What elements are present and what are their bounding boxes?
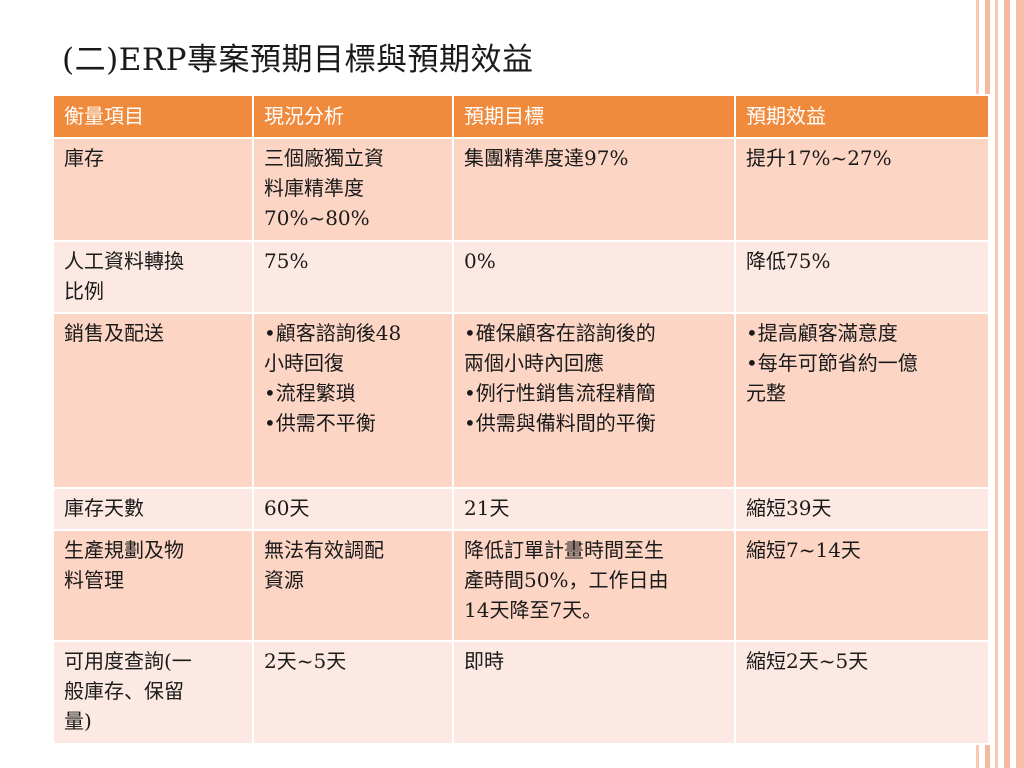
cell-text: 可用度查詢(一 般庫存、保留 量) xyxy=(64,649,192,733)
cell-current: 三個廠獨立資 料庫精準度 70%~80% xyxy=(252,137,454,242)
cell-item: 人工資料轉換 比例 xyxy=(52,240,254,314)
header-measure-item: 衡量項目 xyxy=(52,94,254,139)
table-row: 銷售及配送 •顧客諮詢後48 小時回復 •流程繁瑣 •供需不平衡 •確保顧客在諮… xyxy=(52,312,990,489)
cell-text: 降低訂單計畫時間至生 產時間50%，工作日由 14天降至7天。 xyxy=(464,538,669,622)
stripe xyxy=(1004,0,1010,768)
cell-target: 21天 xyxy=(452,487,736,531)
cell-current: •顧客諮詢後48 小時回復 •流程繁瑣 •供需不平衡 xyxy=(252,312,454,489)
cell-text: 三個廠獨立資 料庫精準度 70%~80% xyxy=(264,146,384,230)
cell-text: 人工資料轉換 比例 xyxy=(64,249,184,303)
cell-current: 60天 xyxy=(252,487,454,531)
cell-item: 銷售及配送 xyxy=(52,312,254,489)
stripe xyxy=(1016,0,1024,768)
cell-text: 2天~5天 xyxy=(264,649,347,673)
bullet-item: •例行性銷售流程精簡 xyxy=(464,381,656,405)
cell-benefit: 降低75% xyxy=(734,240,990,314)
cell-target: •確保顧客在諮詢後的 兩個小時內回應 •例行性銷售流程精簡 •供需與備料間的平衡 xyxy=(452,312,736,489)
cell-benefit: 縮短2天~5天 xyxy=(734,640,990,745)
table-row: 庫存天數 60天 21天 縮短39天 xyxy=(52,487,990,531)
cell-text: 銷售及配送 xyxy=(64,321,164,345)
cell-benefit: 縮短39天 xyxy=(734,487,990,531)
cell-item: 庫存 xyxy=(52,137,254,242)
cell-text: 無法有效調配 資源 xyxy=(264,538,384,592)
erp-goals-table: 衡量項目 現況分析 預期目標 預期效益 庫存 三個廠獨立資 料庫精準度 70%~… xyxy=(52,94,990,745)
table-row: 人工資料轉換 比例 75% 0% 降低75% xyxy=(52,240,990,314)
cell-current: 無法有效調配 資源 xyxy=(252,529,454,642)
cell-text: 縮短39天 xyxy=(746,496,832,520)
cell-text: 60天 xyxy=(264,496,310,520)
bullet-item: •供需與備料間的平衡 xyxy=(464,411,656,435)
table-row: 庫存 三個廠獨立資 料庫精準度 70%~80% 集團精準度達97% 提升17%~… xyxy=(52,137,990,242)
cell-item: 生產規劃及物 料管理 xyxy=(52,529,254,642)
bullet-item: •流程繁瑣 xyxy=(264,381,356,405)
bullet-item: •每年可節省約一億 元整 xyxy=(746,351,918,405)
bullet-item: •顧客諮詢後48 小時回復 xyxy=(264,321,402,375)
cell-text: 縮短7~14天 xyxy=(746,538,861,562)
cell-item: 庫存天數 xyxy=(52,487,254,531)
cell-current: 75% xyxy=(252,240,454,314)
cell-text: 75% xyxy=(264,249,309,273)
cell-text: 即時 xyxy=(464,649,504,673)
bullet-item: •供需不平衡 xyxy=(264,411,376,435)
header-expected-target: 預期目標 xyxy=(452,94,736,139)
cell-text: 0% xyxy=(464,249,496,273)
slide-title: (二)ERP專案預期目標與預期效益 xyxy=(62,42,534,78)
cell-text: 21天 xyxy=(464,496,510,520)
cell-current: 2天~5天 xyxy=(252,640,454,745)
cell-benefit: 提升17%~27% xyxy=(734,137,990,242)
cell-benefit: •提高顧客滿意度 •每年可節省約一億 元整 xyxy=(734,312,990,489)
table-row: 可用度查詢(一 般庫存、保留 量) 2天~5天 即時 縮短2天~5天 xyxy=(52,640,990,745)
cell-target: 0% xyxy=(452,240,736,314)
header-current-analysis: 現況分析 xyxy=(252,94,454,139)
cell-text: 生產規劃及物 料管理 xyxy=(64,538,184,592)
cell-benefit: 縮短7~14天 xyxy=(734,529,990,642)
cell-text: 庫存 xyxy=(64,146,104,170)
stripe xyxy=(995,0,998,768)
cell-item: 可用度查詢(一 般庫存、保留 量) xyxy=(52,640,254,745)
cell-text: 庫存天數 xyxy=(64,496,144,520)
header-expected-benefit: 預期效益 xyxy=(734,94,990,139)
bullet-item: •提高顧客滿意度 xyxy=(746,321,898,345)
cell-text: 集團精準度達97% xyxy=(464,146,629,170)
table-header-row: 衡量項目 現況分析 預期目標 預期效益 xyxy=(52,94,990,139)
cell-target: 集團精準度達97% xyxy=(452,137,736,242)
bullet-item: •確保顧客在諮詢後的 兩個小時內回應 xyxy=(464,321,656,375)
cell-text: 降低75% xyxy=(746,249,831,273)
cell-target: 即時 xyxy=(452,640,736,745)
cell-target: 降低訂單計畫時間至生 產時間50%，工作日由 14天降至7天。 xyxy=(452,529,736,642)
table-row: 生產規劃及物 料管理 無法有效調配 資源 降低訂單計畫時間至生 產時間50%，工… xyxy=(52,529,990,642)
cell-text: 提升17%~27% xyxy=(746,146,892,170)
cell-text: 縮短2天~5天 xyxy=(746,649,869,673)
